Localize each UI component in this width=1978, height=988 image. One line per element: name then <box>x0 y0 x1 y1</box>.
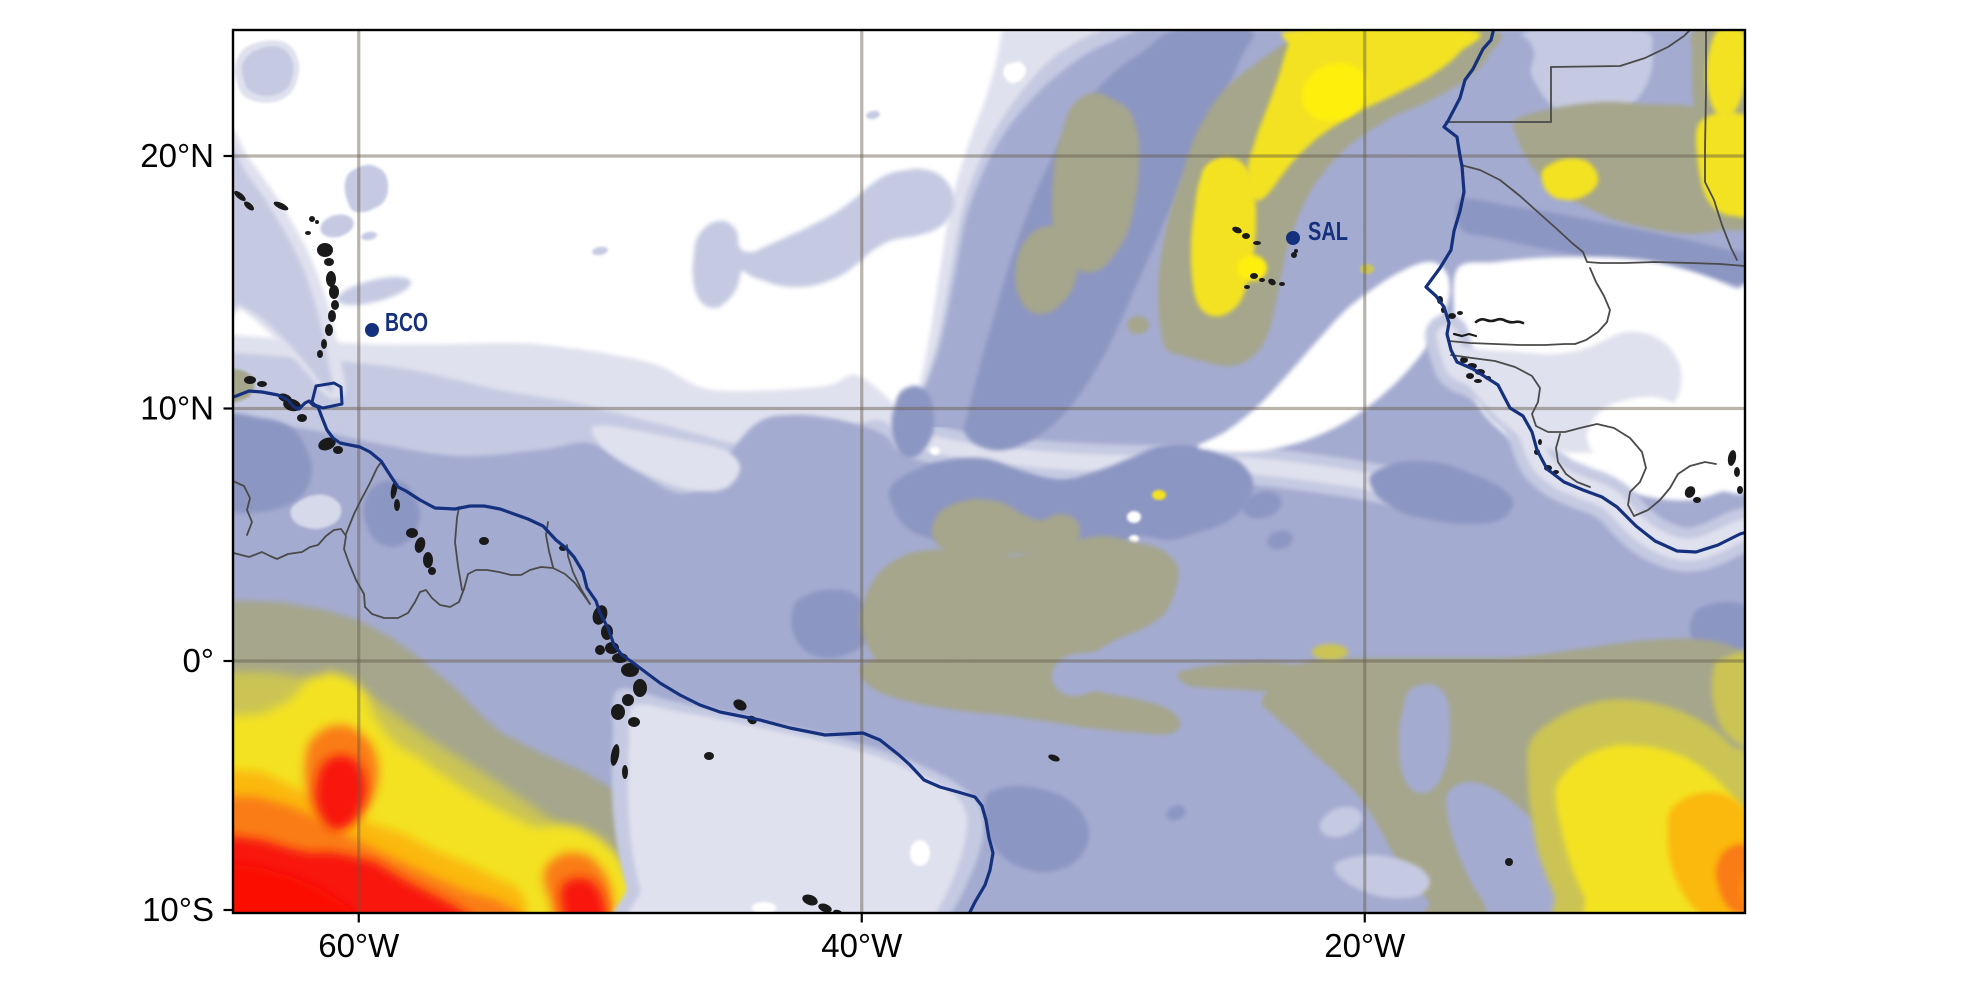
svg-text:20°N: 20°N <box>140 137 214 174</box>
svg-text:40°W: 40°W <box>821 927 903 964</box>
svg-text:10°N: 10°N <box>140 390 214 427</box>
svg-text:0°: 0° <box>182 642 214 679</box>
svg-text:20°W: 20°W <box>1324 927 1406 964</box>
svg-text:SAL: SAL <box>1308 216 1348 246</box>
svg-text:10°S: 10°S <box>142 891 214 928</box>
svg-text:60°W: 60°W <box>318 927 400 964</box>
svg-text:BCO: BCO <box>385 307 428 337</box>
